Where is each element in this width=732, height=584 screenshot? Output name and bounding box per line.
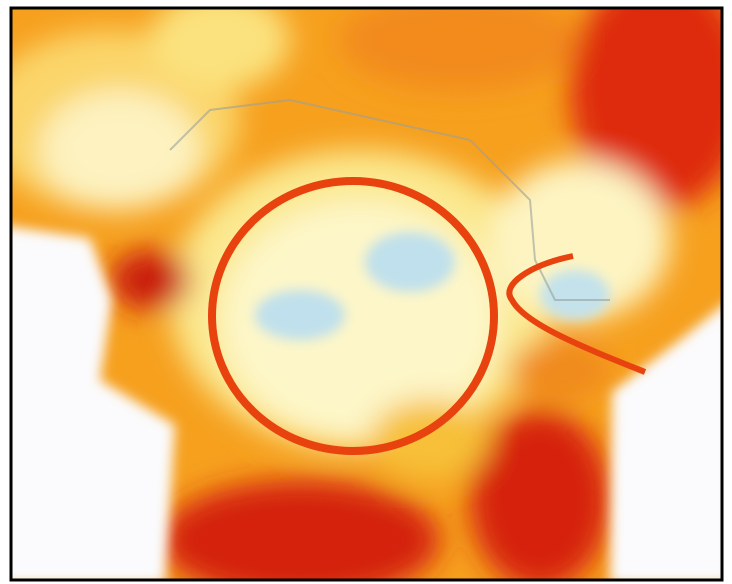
ocean [12,226,721,579]
frame [9,6,724,582]
highlight-circle [208,177,498,455]
border-line [169,98,610,301]
highlight-curve [506,253,647,375]
water-bodies [255,232,610,340]
